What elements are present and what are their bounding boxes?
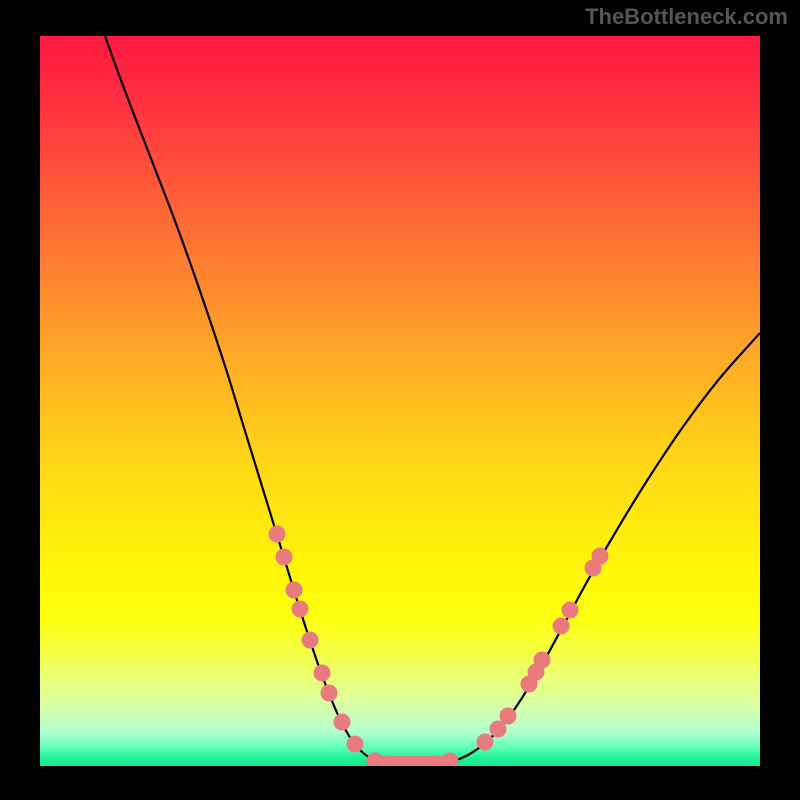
marker-right <box>477 734 494 751</box>
right-curve <box>405 333 760 765</box>
plot-frame <box>0 0 800 800</box>
marker-right <box>553 618 570 635</box>
marker-bottom <box>442 753 459 767</box>
marker-right <box>562 602 579 619</box>
marker-left <box>302 632 319 649</box>
watermark-text: TheBottleneck.com <box>585 4 788 30</box>
marker-bottom <box>367 753 384 767</box>
marker-left <box>286 582 303 599</box>
marker-left <box>321 685 338 702</box>
plot-area <box>40 36 760 766</box>
marker-right <box>500 708 517 725</box>
marker-right <box>534 652 551 669</box>
marker-left <box>314 665 331 682</box>
marker-left <box>292 601 309 618</box>
marker-left <box>347 736 364 753</box>
marker-left <box>269 526 286 543</box>
marker-left <box>276 549 293 566</box>
marker-left <box>334 714 351 731</box>
left-curve <box>105 36 405 765</box>
marker-right <box>592 548 609 565</box>
chart-svg <box>40 36 760 766</box>
